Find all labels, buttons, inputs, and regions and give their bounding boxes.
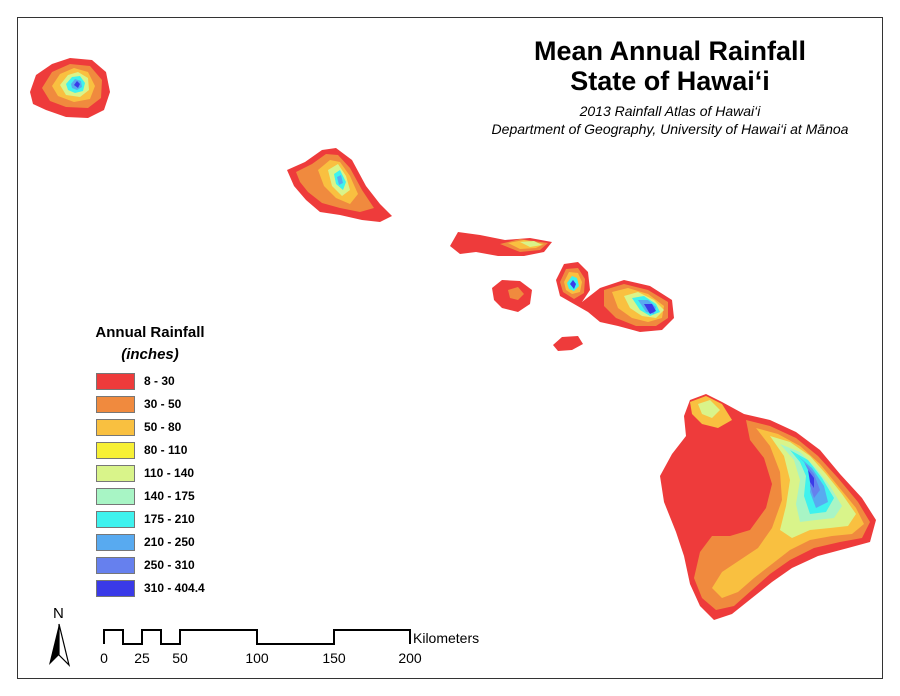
legend-swatch [96, 441, 135, 459]
legend-label: 175 - 210 [144, 512, 195, 526]
legend-label: 30 - 50 [144, 397, 182, 411]
legend-swatch [96, 395, 135, 413]
scale-tick-25: 25 [134, 650, 150, 666]
island-kauai [30, 58, 110, 118]
north-arrow: N [49, 605, 71, 667]
scale-bar-unit: Kilometers [413, 630, 479, 646]
legend-item: 175 - 210 [96, 510, 195, 528]
island-lanai [492, 280, 532, 312]
legend-item: 210 - 250 [96, 533, 195, 551]
legend-swatch [96, 372, 135, 390]
legend-item: 50 - 80 [96, 418, 181, 436]
legend-swatch [96, 579, 135, 597]
scale-tick-200: 200 [398, 650, 422, 666]
legend-item: 80 - 110 [96, 441, 187, 459]
legend-label: 8 - 30 [144, 374, 175, 388]
legend-title: Annual Rainfall [95, 324, 205, 341]
legend-swatch [96, 533, 135, 551]
legend-item: 310 - 404.4 [96, 579, 205, 597]
island-kahoolawe [553, 336, 583, 351]
legend-subtitle: (inches) [121, 346, 179, 363]
scale-tick-50: 50 [172, 650, 188, 666]
island-hawaii [660, 394, 876, 620]
legend-label: 50 - 80 [144, 420, 182, 434]
legend-swatch [96, 464, 135, 482]
legend-label: 250 - 310 [144, 558, 195, 572]
legend-item: 8 - 30 [96, 372, 175, 390]
island-oahu [287, 148, 392, 222]
scale-tick-150: 150 [322, 650, 346, 666]
legend-item: 250 - 310 [96, 556, 195, 574]
map-title-line1: Mean Annual Rainfall [533, 36, 807, 66]
scale-tick-0: 0 [100, 650, 108, 666]
legend-item: 30 - 50 [96, 395, 181, 413]
scale-bar: Kilometers 0 25 50 100 150 200 [100, 629, 479, 666]
legend-item: 140 - 175 [96, 487, 195, 505]
map-title-line2: State of Hawai‘i [570, 66, 770, 96]
legend-label: 310 - 404.4 [144, 581, 205, 595]
island-molokai [450, 232, 552, 256]
legend-label: 140 - 175 [144, 489, 195, 503]
map-subtitle-line1: 2013 Rainfall Atlas of Hawai‘i [579, 103, 761, 119]
legend-swatch [96, 556, 135, 574]
legend-swatch [96, 487, 135, 505]
legend-swatch [96, 418, 135, 436]
legend-item: 110 - 140 [96, 464, 194, 482]
island-maui [556, 262, 674, 332]
legend-swatch [96, 510, 135, 528]
north-arrow-label: N [53, 605, 64, 622]
map-subtitle-line2: Department of Geography, University of H… [491, 121, 849, 137]
legend-label: 110 - 140 [144, 466, 195, 480]
legend-label: 210 - 250 [144, 535, 195, 549]
legend-label: 80 - 110 [144, 443, 188, 457]
scale-tick-100: 100 [245, 650, 269, 666]
